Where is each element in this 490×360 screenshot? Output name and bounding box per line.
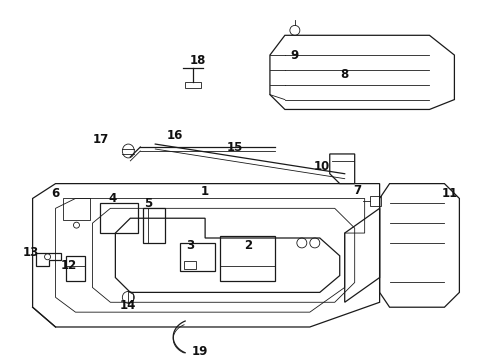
Text: 18: 18 [190,54,206,67]
Text: 7: 7 [354,184,362,197]
Text: 5: 5 [144,197,152,210]
Text: 8: 8 [341,68,349,81]
Text: 11: 11 [441,187,458,200]
Text: 10: 10 [314,160,330,173]
Text: 9: 9 [291,49,299,62]
Text: 2: 2 [244,239,252,252]
Text: 3: 3 [186,239,194,252]
Text: 14: 14 [120,299,137,312]
Text: 16: 16 [167,129,183,142]
Text: 6: 6 [51,187,60,200]
Text: 19: 19 [192,345,208,358]
Text: 17: 17 [92,132,109,146]
Text: 1: 1 [201,185,209,198]
Text: 15: 15 [227,140,243,153]
Text: 4: 4 [108,192,117,205]
Text: 13: 13 [23,246,39,259]
Text: 12: 12 [60,259,76,272]
